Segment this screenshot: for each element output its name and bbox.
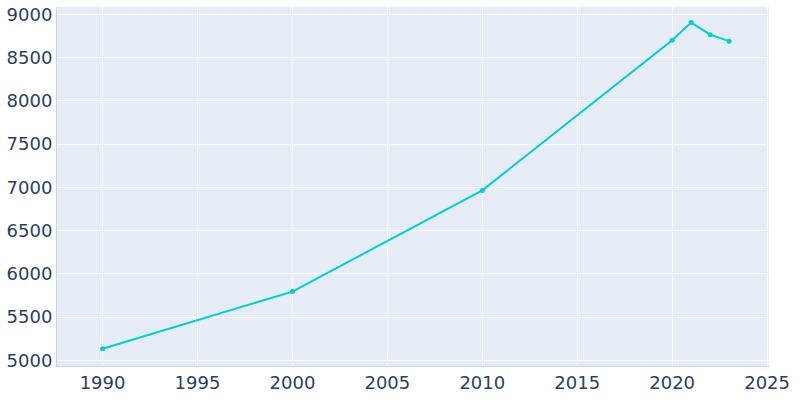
svg-text:7000: 7000 bbox=[7, 177, 53, 198]
svg-text:1995: 1995 bbox=[175, 372, 221, 393]
svg-text:1990: 1990 bbox=[80, 372, 126, 393]
svg-text:2000: 2000 bbox=[270, 372, 316, 393]
svg-text:6000: 6000 bbox=[7, 263, 53, 284]
svg-text:2015: 2015 bbox=[554, 372, 600, 393]
svg-text:2025: 2025 bbox=[744, 372, 790, 393]
svg-text:2020: 2020 bbox=[649, 372, 695, 393]
svg-text:5500: 5500 bbox=[7, 306, 53, 327]
svg-text:2005: 2005 bbox=[364, 372, 410, 393]
svg-text:9000: 9000 bbox=[7, 4, 53, 25]
svg-text:5000: 5000 bbox=[7, 350, 53, 371]
svg-text:8500: 8500 bbox=[7, 47, 53, 68]
svg-text:8000: 8000 bbox=[7, 90, 53, 111]
svg-text:2010: 2010 bbox=[459, 372, 505, 393]
svg-text:7500: 7500 bbox=[7, 133, 53, 154]
svg-text:6500: 6500 bbox=[7, 220, 53, 241]
